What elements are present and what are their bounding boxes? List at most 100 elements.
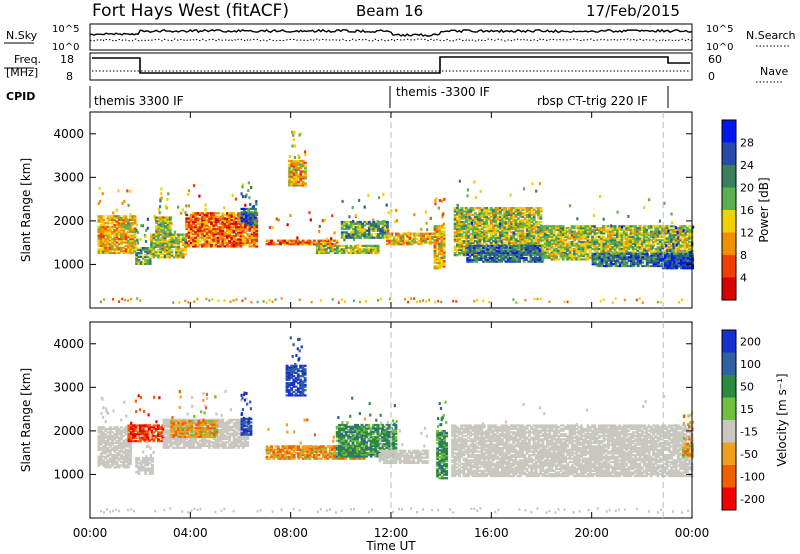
- scatter-cell: [531, 251, 535, 255]
- scatter-cell: [485, 243, 489, 246]
- scatter-cell: [117, 217, 121, 220]
- scatter-cell: [108, 230, 112, 234]
- scatter-cell: [579, 244, 583, 247]
- scatter-cell: [276, 239, 280, 242]
- scatter-cell: [401, 236, 405, 239]
- scatter-cell: [419, 241, 423, 244]
- scatter-cell: [458, 254, 462, 257]
- scatter-cell: [510, 227, 513, 231]
- scatter-cell: [189, 241, 193, 245]
- scatter-cell: [192, 219, 195, 222]
- scatter-cell: [654, 237, 658, 240]
- scatter-cell: [597, 228, 601, 231]
- nave-tick-bottom: 0: [708, 70, 715, 83]
- scatter-cell: [566, 237, 570, 240]
- scatter-cell: [304, 173, 307, 177]
- scatter-cell: [661, 267, 665, 270]
- scatter-cell: [201, 229, 204, 232]
- scatter-cell: [352, 236, 355, 239]
- scatter-cell: [207, 243, 211, 246]
- scatter-cell: [559, 235, 563, 238]
- scatter-cell: [682, 254, 686, 258]
- scatter-cell: [397, 243, 401, 246]
- scatter-cell: [194, 231, 198, 234]
- scatter-cell: [535, 233, 538, 236]
- scatter-cell: [361, 224, 365, 227]
- scatter-cell: [488, 244, 492, 248]
- scatter-cell: [189, 226, 193, 229]
- scatter-cell: [604, 228, 608, 231]
- scatter-cell: [290, 159, 294, 163]
- scatter-cell: [507, 224, 511, 227]
- scatter-cell: [509, 257, 512, 260]
- scatter-cell: [656, 225, 660, 228]
- scatter-cell: [113, 230, 117, 234]
- scatter-cell: [251, 216, 255, 219]
- scatter-cell: [131, 215, 135, 218]
- scatter-cell: [249, 202, 252, 206]
- scatter-cell: [181, 244, 185, 247]
- scatter-cell: [546, 228, 549, 231]
- scatter-cell: [198, 222, 202, 225]
- scatter-cell: [340, 233, 344, 236]
- scatter-cell: [161, 237, 165, 240]
- scatter-cell: [207, 227, 211, 231]
- scatter-cell: [618, 234, 622, 237]
- scatter-cell: [478, 208, 482, 211]
- scatter-cell: [369, 246, 373, 249]
- scatter-cell: [658, 227, 662, 230]
- scatter-cell: [235, 241, 238, 245]
- scatter-cell: [433, 247, 437, 251]
- scatter-cell: [201, 222, 204, 225]
- scatter-cell: [166, 256, 169, 259]
- scatter-cell: [674, 237, 678, 240]
- scatter-cell: [496, 212, 500, 215]
- scatter-cell: [399, 239, 403, 242]
- scatter-cell: [647, 239, 651, 242]
- scatter-cell: [555, 254, 558, 258]
- scatter-cell: [469, 241, 473, 245]
- scatter-cell: [244, 195, 247, 199]
- scatter-cell: [597, 227, 601, 230]
- scatter-cell: [505, 226, 509, 229]
- scatter-cell: [146, 252, 150, 255]
- scatter-cell: [392, 237, 396, 241]
- scatter-cell: [632, 259, 636, 262]
- scatter-cell: [237, 243, 241, 246]
- scatter-cell: [647, 242, 651, 245]
- scatter-cell: [630, 264, 633, 268]
- scatter-cell: [115, 251, 119, 255]
- scatter-cell: [129, 223, 132, 227]
- scatter-cell: [106, 237, 110, 241]
- scatter-cell: [435, 237, 439, 240]
- scatter-cell: [374, 251, 378, 255]
- scatter-cell: [535, 243, 538, 246]
- scatter-cell: [532, 231, 536, 234]
- scatter-cell: [537, 212, 541, 215]
- scatter-cell: [683, 251, 687, 254]
- scatter-cell: [484, 251, 488, 255]
- scatter-cell: [417, 234, 421, 237]
- scatter-cell: [478, 227, 482, 231]
- scatter-cell: [340, 234, 344, 238]
- scatter-cell: [99, 248, 103, 251]
- scatter-cell: [106, 250, 110, 253]
- scatter-cell: [214, 224, 218, 227]
- scatter-cell: [476, 231, 480, 234]
- scatter-cell: [433, 234, 437, 237]
- scatter-cell: [631, 251, 635, 254]
- scatter-cell: [155, 232, 159, 235]
- scatter-cell: [381, 233, 385, 236]
- scatter-cell: [462, 234, 466, 238]
- scatter-cell: [505, 217, 509, 220]
- scatter-cell: [198, 243, 202, 246]
- scatter-cell: [659, 259, 663, 262]
- scatter-cell: [627, 237, 631, 240]
- scatter-cell: [288, 175, 292, 178]
- scatter-cell: [294, 184, 298, 187]
- scatter-cell: [465, 208, 468, 211]
- scatter-cell: [111, 220, 114, 223]
- scatter-cell: [483, 222, 486, 225]
- scatter-cell: [113, 236, 117, 239]
